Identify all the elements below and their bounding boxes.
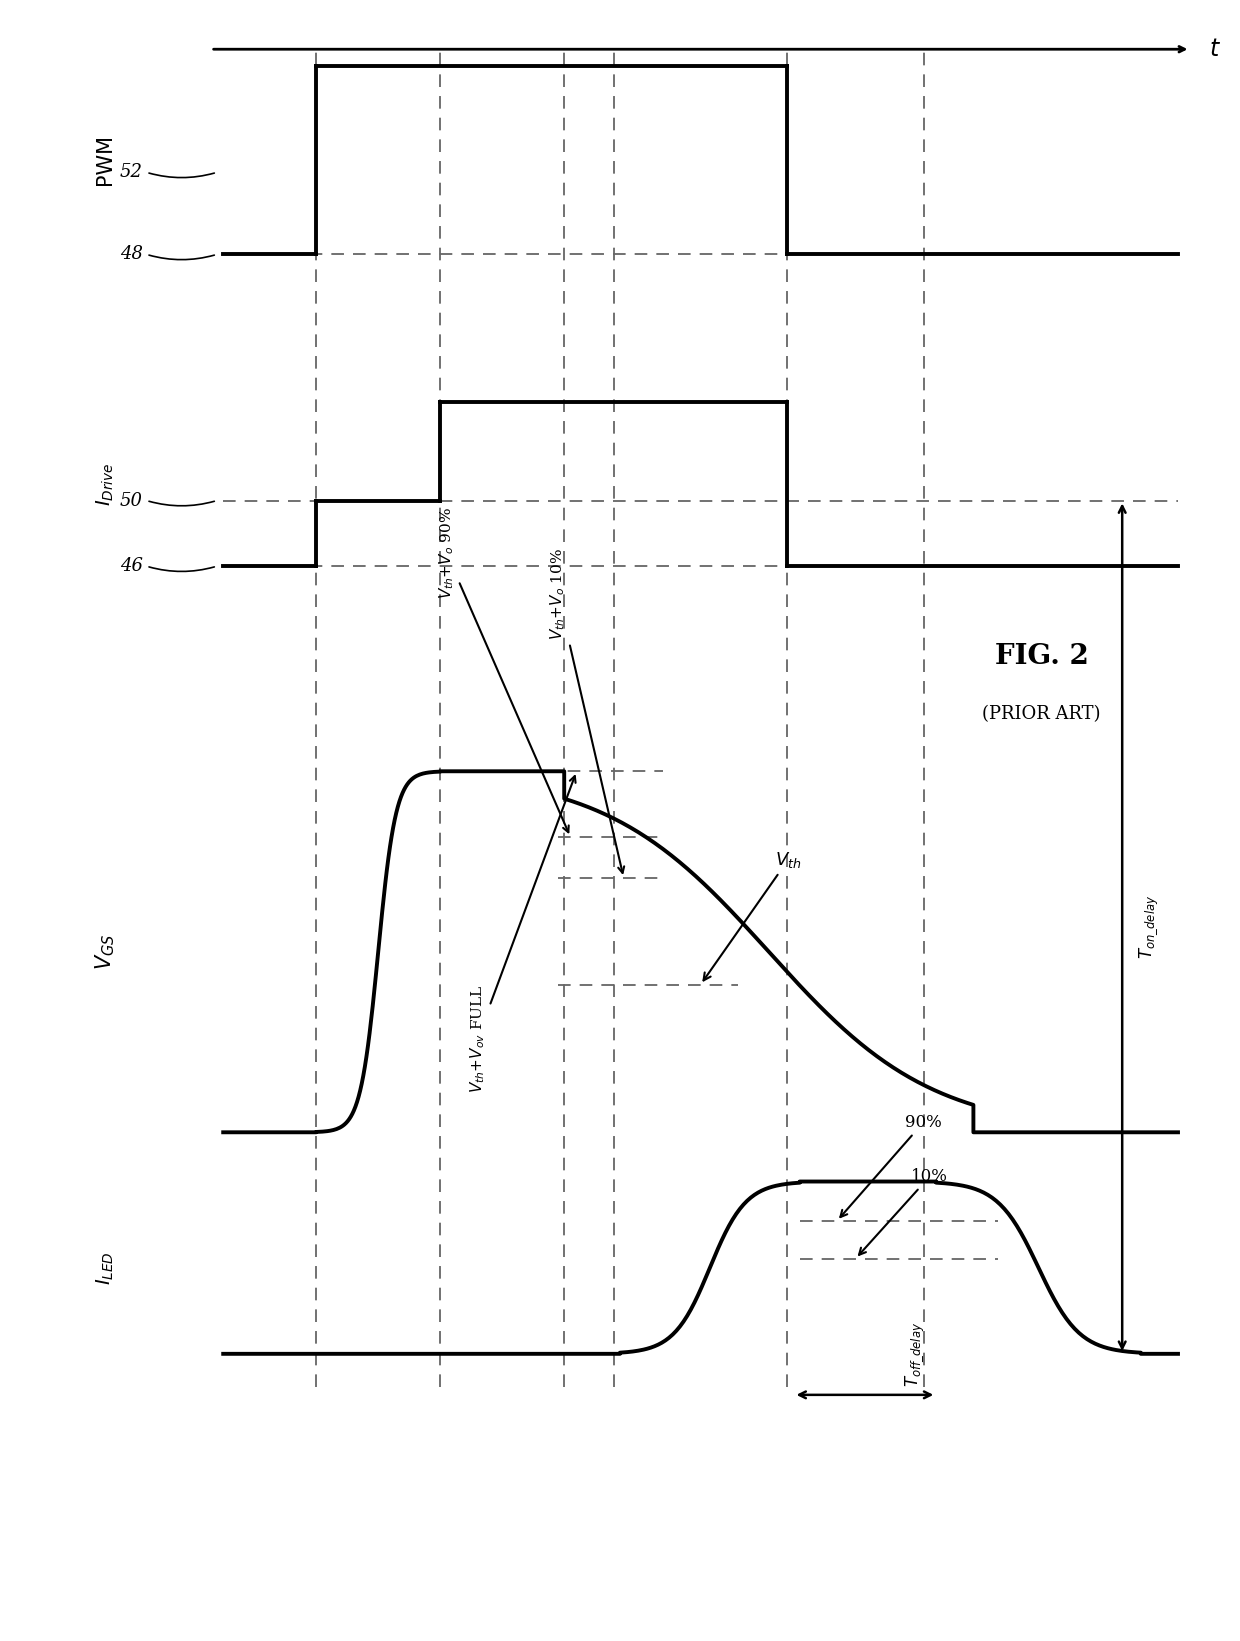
Text: 52: 52 — [119, 164, 143, 181]
Text: $T_{off\_delay}$: $T_{off\_delay}$ — [903, 1321, 926, 1387]
Text: 90%: 90% — [841, 1114, 942, 1218]
Text: $V_{th}$$+$$V_o$ 90%: $V_{th}$$+$$V_o$ 90% — [436, 507, 569, 832]
Text: 46: 46 — [119, 558, 143, 574]
Text: PWM: PWM — [95, 135, 115, 185]
Text: (PRIOR ART): (PRIOR ART) — [982, 706, 1101, 722]
Text: $V_{th}$: $V_{th}$ — [703, 850, 801, 980]
Text: $V_{GS}$: $V_{GS}$ — [93, 934, 118, 970]
Text: $V_{th}$$+$$V_{ov}$ FULL: $V_{th}$$+$$V_{ov}$ FULL — [467, 776, 575, 1093]
Text: $T_{on\_delay}$: $T_{on\_delay}$ — [1137, 894, 1159, 960]
Text: $I_{Drive}$: $I_{Drive}$ — [94, 463, 117, 505]
Text: 10%: 10% — [859, 1168, 949, 1255]
Text: $V_{th}$$+$$V_o$ 10%: $V_{th}$$+$$V_o$ 10% — [548, 548, 624, 873]
Text: 48: 48 — [119, 246, 143, 263]
Text: FIG. 2: FIG. 2 — [994, 643, 1089, 670]
Text: $I_{LED}$: $I_{LED}$ — [94, 1250, 117, 1285]
Text: $t$: $t$ — [1209, 38, 1221, 61]
Text: 50: 50 — [119, 492, 143, 509]
